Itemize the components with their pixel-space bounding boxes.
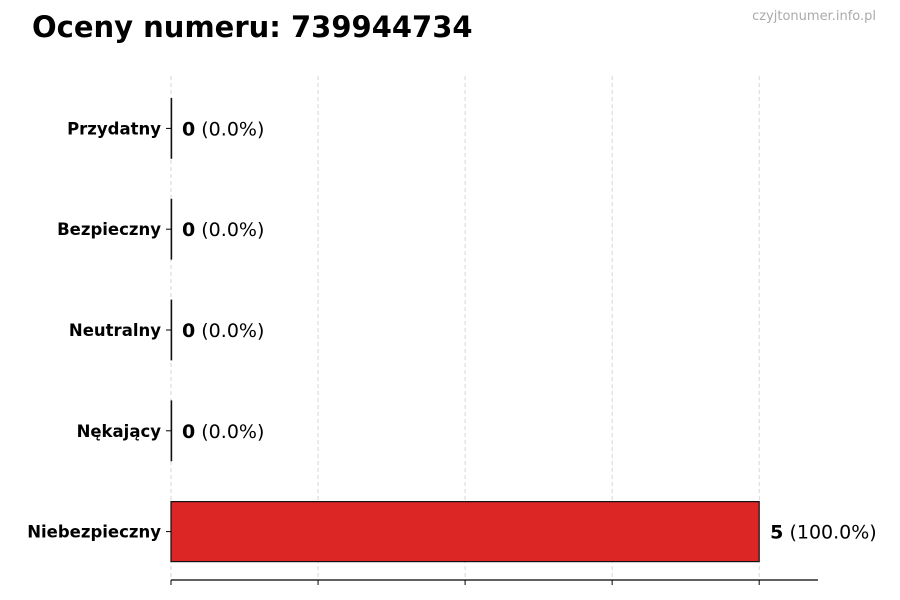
bar (170, 400, 173, 462)
data-label: 0 (0.0%) (182, 118, 264, 140)
bar (170, 501, 760, 563)
watermark: czyjtonumer.info.pl (752, 9, 876, 24)
category-label: Neutralny (69, 321, 161, 340)
data-label-count: 0 (182, 118, 195, 140)
data-label-count: 5 (770, 522, 783, 544)
data-label-percent: (0.0%) (195, 219, 264, 241)
data-label-percent: (100.0%) (783, 522, 876, 544)
data-label-count: 0 (182, 320, 195, 342)
data-label: 0 (0.0%) (182, 320, 264, 342)
data-label-percent: (0.0%) (195, 320, 264, 342)
chart-title: Oceny numeru: 739944734 (32, 10, 473, 44)
bar (170, 98, 173, 159)
data-label-percent: (0.0%) (195, 421, 264, 443)
data-label: 0 (0.0%) (182, 219, 264, 241)
bar (170, 299, 173, 361)
category-label: Niebezpieczny (27, 523, 161, 542)
category-label: Przydatny (67, 119, 161, 138)
data-label: 5 (100.0%) (770, 522, 877, 544)
category-label: Nękający (77, 422, 162, 441)
data-label-count: 0 (182, 219, 195, 241)
bar (170, 198, 173, 260)
data-label: 0 (0.0%) (182, 421, 264, 443)
data-label-percent: (0.0%) (195, 118, 264, 140)
data-label-count: 0 (182, 421, 195, 443)
category-label: Bezpieczny (57, 220, 161, 239)
